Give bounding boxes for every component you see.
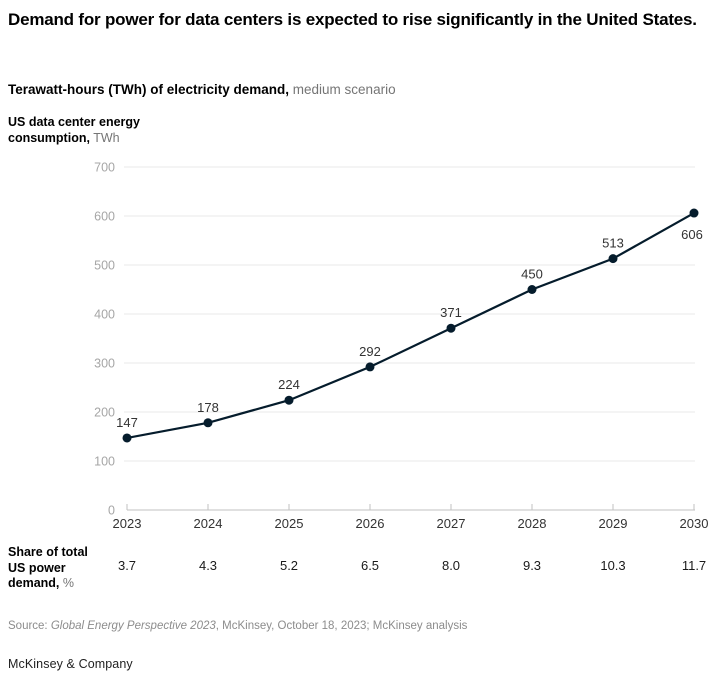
data-point bbox=[284, 395, 294, 405]
data-point bbox=[608, 254, 618, 264]
source-prefix: Source: bbox=[8, 620, 51, 632]
y-axis-title-line1: US data center energy bbox=[8, 115, 140, 129]
y-axis-title-line2: consumption, bbox=[8, 131, 90, 145]
y-tick-label: 100 bbox=[94, 455, 115, 469]
y-tick-label: 400 bbox=[94, 308, 115, 322]
y-tick-label: 600 bbox=[94, 210, 115, 224]
share-value: 10.3 bbox=[600, 558, 626, 573]
y-tick-label: 300 bbox=[94, 357, 115, 371]
share-values-row: 3.7 4.3 5.2 6.5 8.0 9.3 10.3 11.7 bbox=[0, 558, 719, 574]
data-point bbox=[365, 362, 375, 372]
share-value: 4.3 bbox=[198, 558, 218, 573]
share-label-line1: Share of total bbox=[8, 545, 88, 559]
x-tick-label: 2024 bbox=[194, 516, 223, 531]
data-point bbox=[689, 208, 699, 218]
source-publication: Global Energy Perspective 2023 bbox=[50, 620, 216, 632]
data-point bbox=[203, 418, 213, 428]
data-point bbox=[527, 285, 537, 294]
data-point-label: 292 bbox=[359, 344, 381, 359]
data-point-label: 224 bbox=[278, 377, 300, 392]
y-tick-label: 0 bbox=[108, 504, 115, 518]
y-tick-label: 500 bbox=[94, 259, 115, 273]
data-point-label: 371 bbox=[440, 305, 462, 320]
line-chart: 0 100 200 300 400 500 600 700 2023 2024 2025 2026 20… bbox=[94, 161, 709, 532]
source-rest: , McKinsey, October 18, 2023; McKinsey a… bbox=[215, 620, 468, 632]
subtitle-scenario: medium scenario bbox=[289, 82, 396, 97]
share-label-line2: US power bbox=[8, 560, 66, 575]
source-note: Source: Global Energy Perspective 2023, … bbox=[8, 619, 708, 633]
share-value: 3.7 bbox=[117, 558, 137, 573]
data-point-label: 513 bbox=[602, 236, 624, 251]
share-value: 8.0 bbox=[441, 558, 461, 573]
x-tick-label: 2027 bbox=[437, 516, 466, 531]
data-point-label: 178 bbox=[197, 400, 219, 415]
trend-line bbox=[126, 212, 695, 440]
y-axis-unit: TWh bbox=[89, 131, 120, 145]
y-axis-title: US data center energy consumption, TWh bbox=[8, 114, 140, 146]
share-label-line3: demand, bbox=[8, 576, 60, 590]
y-tick-label: 200 bbox=[94, 406, 115, 420]
data-point bbox=[122, 433, 132, 443]
x-tick-label: 2025 bbox=[275, 516, 304, 531]
chart-subtitle: Terawatt-hours (TWh) of electricity dema… bbox=[8, 81, 708, 98]
company-logo-text: McKinsey & Company bbox=[8, 657, 133, 671]
page-title: Demand for power for data centers is exp… bbox=[8, 10, 697, 29]
share-value: 11.7 bbox=[681, 558, 707, 573]
data-point bbox=[446, 323, 456, 333]
share-value: 6.5 bbox=[360, 558, 380, 573]
y-tick-label: 700 bbox=[94, 161, 115, 175]
x-tick-label: 2029 bbox=[599, 516, 628, 531]
x-tick-label: 2026 bbox=[356, 516, 385, 531]
data-point-label: 606 bbox=[681, 227, 703, 242]
share-label-unit: % bbox=[59, 576, 74, 590]
data-point-label: 450 bbox=[521, 267, 543, 282]
data-point-label: 147 bbox=[116, 415, 138, 430]
x-tick-label: 2030 bbox=[680, 516, 709, 531]
x-tick-label: 2023 bbox=[113, 516, 142, 531]
x-tick-label: 2028 bbox=[518, 516, 547, 531]
share-row-label: Share of total US power demand, % bbox=[8, 545, 88, 592]
share-value: 9.3 bbox=[522, 558, 542, 573]
subtitle-metric: Terawatt-hours (TWh) of electricity dema… bbox=[8, 82, 290, 97]
share-value: 5.2 bbox=[279, 558, 299, 573]
